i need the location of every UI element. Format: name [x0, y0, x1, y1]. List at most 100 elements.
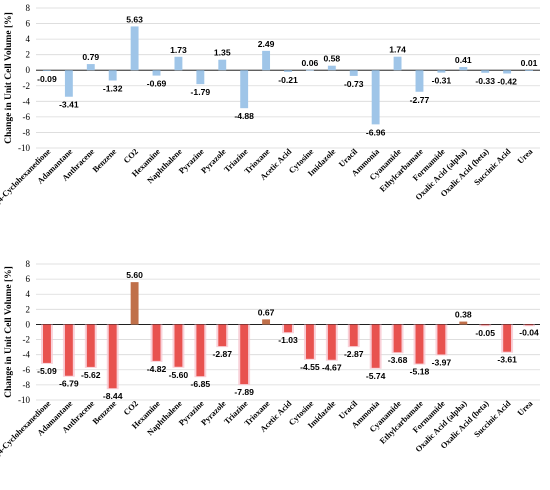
bottom-data-label: -6.79 [59, 379, 79, 389]
top-data-label: 0.58 [323, 54, 340, 64]
top-bar [262, 50, 271, 71]
top-bar [459, 67, 468, 71]
bottom-category-label: Benzene [91, 399, 118, 426]
top-bar-chart: -10 -8 -6 -4 -2 0 2 4 6 8 Change in Unit Cell Volu… [0, 3, 540, 208]
top-data-label: 1.74 [389, 45, 406, 55]
top-data-label: -0.69 [147, 79, 167, 89]
top-y-axis-title: Change in Unit Cell Volume [%] [4, 12, 14, 144]
bottom-y-tick-label: 6 [26, 274, 31, 284]
bottom-data-label: -5.18 [410, 367, 430, 377]
bottom-y-tick-label: -6 [23, 365, 31, 375]
bottom-data-label: 0.38 [455, 310, 472, 320]
top-category-label: CO2 [122, 147, 140, 165]
bottom-bar [481, 324, 490, 326]
top-data-label: -4.88 [234, 111, 254, 121]
top-data-label: -0.73 [344, 79, 364, 89]
top-data-label: -2.77 [410, 95, 430, 105]
bottom-bar [349, 324, 358, 347]
top-bar [174, 56, 183, 71]
bottom-data-label: -5.74 [366, 371, 386, 381]
bottom-bar [437, 324, 446, 355]
top-data-label: 0.01 [521, 58, 538, 68]
bottom-y-tick-label: -8 [23, 380, 31, 390]
bottom-data-label: -7.89 [234, 387, 254, 397]
top-data-label: -0.21 [278, 75, 298, 85]
top-category-label: Urea [516, 146, 535, 165]
top-bar [305, 69, 314, 71]
bottom-data-label: -3.61 [497, 355, 517, 365]
bottom-bar [262, 319, 271, 325]
top-data-label: 0.41 [455, 55, 472, 65]
bottom-data-label: -6.85 [191, 379, 211, 389]
top-data-label: -1.32 [103, 83, 123, 93]
bottom-bar [393, 324, 402, 353]
top-bar [481, 70, 490, 73]
bottom-data-label: -2.87 [212, 349, 232, 359]
top-bar [218, 59, 227, 71]
bottom-bar-chart: -10 -8 -6 -4 -2 0 2 4 6 8 Change in Unit Cell Volu… [0, 259, 540, 460]
bottom-bar [152, 324, 161, 361]
top-data-label: -0.09 [37, 74, 57, 84]
top-bar [152, 70, 161, 76]
top-data-label: 5.63 [126, 14, 143, 24]
top-bar [284, 70, 292, 72]
top-y-tick-label: -4 [23, 96, 31, 106]
bottom-bar [415, 324, 424, 364]
top-y-tick-label: -8 [23, 127, 31, 137]
bottom-bar [196, 324, 205, 377]
bottom-bar [130, 282, 139, 325]
top-data-label: 1.35 [214, 48, 231, 58]
bottom-bar [218, 324, 227, 347]
bottom-data-label: -3.68 [388, 355, 408, 365]
bottom-data-label: -4.67 [322, 363, 342, 373]
bottom-bar [240, 324, 249, 385]
top-bar [64, 70, 73, 97]
bottom-category-label: Urea [516, 398, 535, 417]
bottom-y-tick-label: -4 [23, 350, 31, 360]
bottom-category-label: Pyrazole [199, 399, 227, 427]
bottom-data-label: -2.87 [344, 349, 364, 359]
top-bar [130, 26, 139, 71]
top-y-tick-label: 2 [26, 50, 31, 60]
top-bar [240, 70, 249, 109]
bottom-data-label: -4.55 [300, 362, 320, 372]
bottom-bar [284, 324, 292, 333]
bottom-data-label: -5.60 [169, 370, 189, 380]
top-bar [196, 70, 205, 85]
bottom-data-label: 0.67 [258, 307, 275, 317]
bottom-data-label: -3.97 [432, 357, 452, 367]
bottom-bar-shadow [479, 324, 492, 327]
bottom-y-tick-label: -2 [23, 335, 31, 345]
bottom-y-tick-label: -10 [18, 395, 30, 405]
bottom-data-label: -0.05 [475, 328, 495, 338]
bottom-data-label: -5.62 [81, 370, 101, 380]
top-category-label: Pyrazole [199, 147, 227, 175]
top-y-tick-label: -6 [23, 112, 31, 122]
bottom-data-label: -5.09 [37, 366, 57, 376]
bottom-category-label: CO2 [122, 399, 140, 417]
top-data-label: 0.79 [82, 52, 99, 62]
top-bar [437, 70, 446, 73]
top-bar [108, 70, 117, 81]
top-data-label: -0.31 [432, 76, 452, 86]
bottom-bar [503, 324, 512, 352]
bottom-y-axis-title: Change in Unit Cell Volume [%] [4, 266, 14, 398]
bottom-bar [525, 324, 533, 326]
top-data-label: 2.49 [258, 39, 275, 49]
top-bar [503, 70, 512, 74]
bottom-y-tick-label: 8 [26, 259, 31, 269]
top-bar [86, 64, 95, 71]
bottom-bar [43, 324, 51, 363]
bottom-data-label: 5.60 [126, 270, 143, 280]
top-bar [525, 70, 533, 71]
bottom-y-tick-label: 0 [26, 319, 31, 329]
top-y-tick-label: 8 [26, 3, 31, 13]
bottom-bar [174, 324, 183, 367]
bottom-y-tick-label: 4 [26, 289, 31, 299]
top-bar [371, 70, 380, 125]
bottom-bar [64, 324, 73, 376]
top-data-label: -0.33 [475, 76, 495, 86]
bottom-y-tick-label: 2 [26, 304, 31, 314]
top-data-label: -3.41 [59, 100, 79, 110]
